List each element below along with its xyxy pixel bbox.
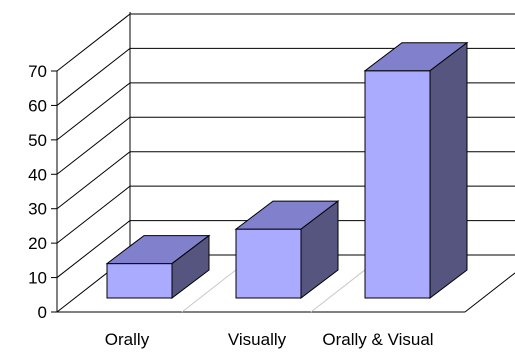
bar-front-face <box>235 228 302 299</box>
bar-side-face <box>429 41 468 300</box>
y-tick-label-10: 10 <box>28 269 47 288</box>
gridline-diag-30 <box>56 151 131 210</box>
y-tick-label-30: 30 <box>28 200 47 219</box>
y-tick-label-60: 60 <box>28 96 47 115</box>
floor-right-edge <box>464 272 515 313</box>
bar-1 <box>105 234 211 300</box>
bar-side-face <box>300 200 339 300</box>
x-axis-category-labels: Orally Visually Orally & Visual <box>105 330 434 349</box>
y-tick-label-70: 70 <box>28 62 47 81</box>
x-category-label-2: Visually <box>228 330 287 349</box>
gridline-diag-10 <box>56 220 131 278</box>
bar-2 <box>234 200 340 300</box>
bar-front-face <box>106 263 173 299</box>
y-tick-label-0: 0 <box>38 303 47 322</box>
gridline-diag-70 <box>56 13 131 72</box>
gridline-diag-50 <box>56 82 131 141</box>
x-category-label-3: Orally & Visual <box>322 330 433 349</box>
y-axis-tick-labels: 0 10 20 30 40 50 60 70 <box>28 62 47 322</box>
x-category-label-1: Orally <box>105 330 150 349</box>
y-tick-label-40: 40 <box>28 165 47 184</box>
y-tick-label-20: 20 <box>28 234 47 253</box>
y-tick-label-50: 50 <box>28 131 47 150</box>
bar-side-face <box>171 234 210 300</box>
gridline-diag-60 <box>56 48 131 106</box>
gridline-diag-20 <box>56 185 131 244</box>
bar-front-face <box>364 70 431 299</box>
gridline-diag-40 <box>56 116 131 175</box>
bar-3 <box>363 41 469 300</box>
chart-bars <box>105 41 469 300</box>
